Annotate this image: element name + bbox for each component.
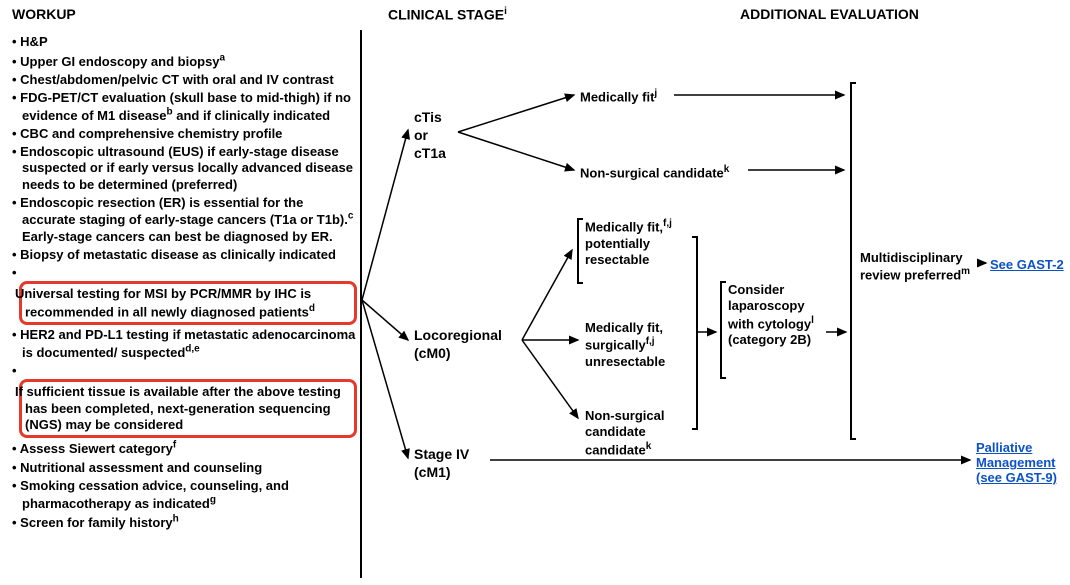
header-additional-evaluation: ADDITIONAL EVALUATION: [740, 6, 919, 22]
workup-item: If sufficient tissue is available after …: [12, 363, 357, 438]
workup-item: Endoscopic resection (ER) is essential f…: [12, 195, 357, 245]
workup-item: FDG-PET/CT evaluation (skull base to mid…: [12, 90, 357, 124]
workup-item: Nutritional assessment and counseling: [12, 460, 357, 476]
header-clinical-stage: CLINICAL STAGEi: [388, 6, 507, 23]
stage-ctis: cTis or cT1a: [414, 108, 446, 163]
workup-item: CBC and comprehensive chemistry profile: [12, 126, 357, 142]
bracket-options-close: [692, 236, 698, 430]
stage-locoregional: Locoregional (cM0): [414, 326, 524, 362]
workup-list: H&P Upper GI endoscopy and biopsya Chest/a…: [12, 34, 357, 533]
workup-item: Endoscopic ultrasound (EUS) if early-sta…: [12, 144, 357, 193]
workup-item: Biopsy of metastatic disease as clinical…: [12, 247, 357, 263]
eval-medfit-resectable: Medically fit,f,j potentially resectable: [585, 218, 685, 268]
workup-item: H&P: [12, 34, 357, 50]
eval-medically-fit: Medically fitj: [580, 88, 657, 106]
eval-multidisciplinary: Multidisciplinary review preferredm: [860, 250, 990, 284]
link-palliative[interactable]: Palliative Management (see GAST-9): [976, 440, 1066, 485]
workup-item: HER2 and PD-L1 testing if metastatic ade…: [12, 327, 357, 361]
eval-medfit-unresectable: Medically fit, surgicallyf,j unresectabl…: [585, 320, 685, 370]
workup-item: Screen for family historyh: [12, 514, 357, 532]
header-workup: WORKUP: [12, 6, 76, 22]
eval-non-surgical: Non-surgical candidatek: [580, 164, 729, 182]
workup-item: Assess Siewert categoryf: [12, 440, 357, 458]
bracket-multidisciplinary: [850, 82, 856, 440]
eval-nonsurgical-2: Non-surgical candidatecandidatek: [585, 408, 685, 458]
workup-item: Smoking cessation advice, counseling, an…: [12, 478, 357, 512]
eval-laparoscopy: Consider laparoscopy with cytologyl (cat…: [728, 282, 828, 348]
bracket-laparoscopy: [720, 281, 726, 379]
bracket-resectable: [577, 218, 583, 284]
workup-divider: [360, 30, 362, 578]
workup-item: Upper GI endoscopy and biopsya: [12, 52, 357, 70]
workup-item: Chest/abdomen/pelvic CT with oral and IV…: [12, 72, 357, 88]
link-gast-2[interactable]: See GAST-2: [990, 257, 1064, 272]
workup-item: Universal testing for MSI by PCR/MMR by …: [12, 265, 357, 325]
stage-iv: Stage IV (cM1): [414, 445, 504, 481]
